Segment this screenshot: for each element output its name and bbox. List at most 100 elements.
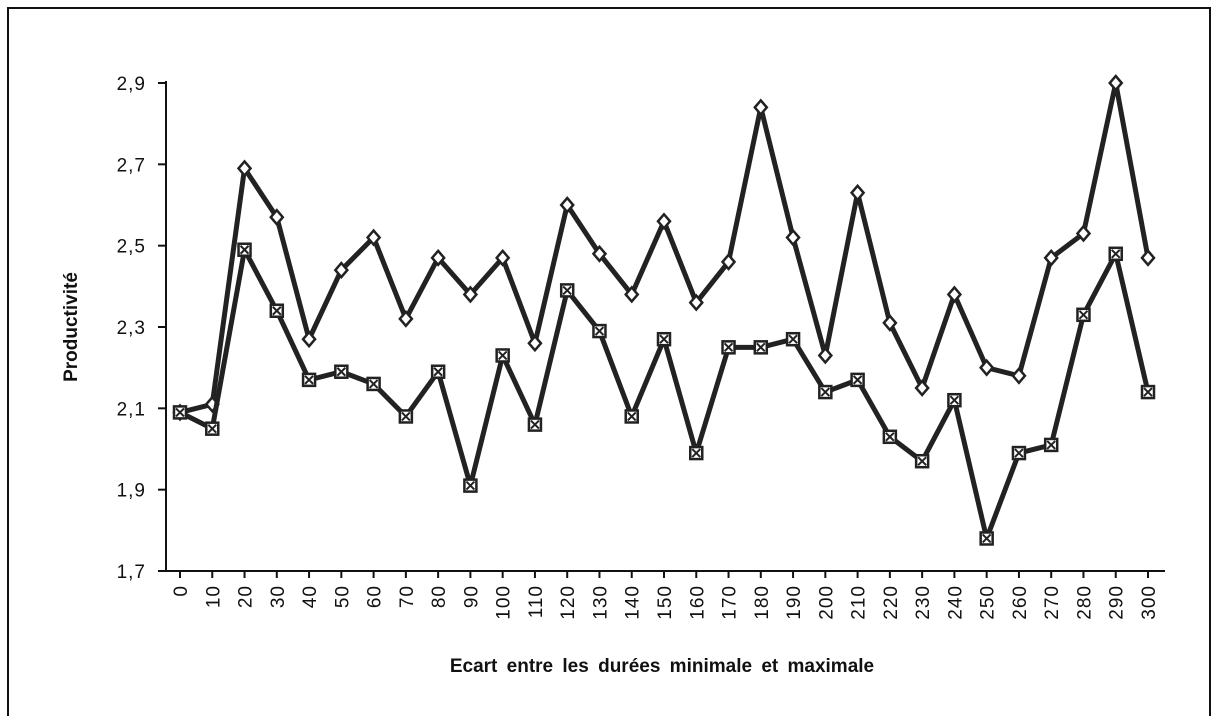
diamond-marker: [398, 309, 414, 328]
marker-cross: [1046, 440, 1056, 450]
x-tick-label: 280: [1074, 585, 1095, 620]
marker-cross: [1143, 387, 1153, 397]
marker-cross: [1111, 249, 1121, 259]
x-tick-label: 300: [1139, 585, 1160, 620]
x-axis-title: Ecart entre les durées minimale et maxim…: [450, 656, 874, 677]
marker-cross: [820, 387, 831, 397]
diamond-marker: [979, 358, 995, 377]
marker-cross: [917, 456, 927, 466]
x-tick-label: 40: [300, 585, 321, 608]
diamond-marker: [1011, 366, 1027, 385]
x-tick-label: 50: [332, 585, 353, 608]
x-tick-label: 250: [978, 585, 999, 620]
y-axis-title: Productivité: [61, 272, 82, 382]
x-tick-label: 30: [268, 585, 289, 608]
marker-cross: [272, 306, 282, 316]
marker-cross: [756, 342, 766, 353]
x-tick-label: 90: [461, 585, 482, 608]
x-tick-label: 230: [913, 585, 934, 620]
diamond-marker: [527, 334, 543, 353]
diamond-marker: [720, 253, 737, 271]
diamond-marker: [591, 244, 608, 263]
frame: [7, 7, 1211, 716]
series-line: [178, 247, 1151, 541]
marker-cross: [852, 375, 863, 385]
x-tick-label: 210: [849, 585, 870, 620]
x-tick-label: 10: [203, 585, 224, 608]
y-tick-label: 2,5: [117, 237, 146, 258]
diamond-marker: [1043, 248, 1059, 267]
x-tick-label: 150: [655, 585, 676, 620]
y-tick-label: 2,9: [117, 74, 146, 95]
x-tick-label: 170: [720, 585, 741, 620]
diamond-marker: [688, 293, 704, 312]
diamond-marker: [914, 379, 930, 397]
diamond-marker: [269, 208, 285, 227]
diamond-marker: [430, 248, 446, 267]
x-tick-label: 160: [687, 585, 708, 620]
diamond-marker: [365, 228, 382, 247]
x-tick-label: 200: [816, 585, 837, 620]
marker-cross: [433, 367, 443, 377]
x-tick-label: 120: [558, 585, 579, 620]
x-tick-label: 130: [590, 585, 611, 620]
diamond-marker: [753, 98, 769, 117]
marker-cross: [530, 419, 540, 430]
marker-cross: [207, 423, 217, 434]
diamond-marker: [1140, 248, 1156, 267]
diamond-marker: [559, 196, 575, 214]
diamond-marker: [301, 330, 317, 349]
y-tick-label: 2,7: [117, 155, 146, 176]
x-tick-label: 180: [752, 585, 773, 620]
x-tick-label: 80: [429, 585, 450, 608]
y-tick-label: 2,1: [117, 399, 146, 420]
marker-cross: [594, 326, 605, 336]
diamond-marker: [1108, 74, 1124, 92]
marker-cross: [562, 285, 572, 296]
diamond-marker: [1075, 224, 1092, 243]
marker-cross: [788, 334, 798, 344]
diamond-marker: [624, 285, 640, 304]
marker-cross: [336, 367, 347, 377]
marker-cross: [885, 432, 895, 442]
diamond-marker: [462, 285, 479, 304]
marker-cross: [368, 379, 379, 389]
x-tick-label: 0: [171, 585, 192, 597]
x-tick-label: 20: [236, 585, 257, 608]
marker-cross: [1014, 448, 1024, 458]
x-tick-label: 290: [1107, 585, 1128, 620]
y-tick-label: 1,7: [117, 562, 146, 583]
series-line: [179, 80, 1151, 415]
x-tick-label: 140: [623, 585, 644, 620]
diamond-marker: [946, 285, 963, 304]
marker-cross: [1078, 310, 1089, 320]
diamond-marker: [785, 228, 801, 247]
x-tick-label: 70: [397, 585, 418, 608]
x-tick-label: 220: [881, 585, 902, 620]
marker-cross: [304, 375, 314, 385]
diamond-marker: [656, 212, 672, 231]
marker-cross: [691, 448, 701, 458]
marker-cross: [723, 342, 734, 353]
x-tick-label: 190: [784, 585, 805, 620]
marker-cross: [239, 245, 250, 255]
x-tick-label: 260: [1010, 585, 1031, 620]
y-tick-label: 2,3: [117, 318, 146, 339]
x-tick-label: 60: [365, 585, 386, 608]
x-tick-label: 240: [945, 585, 966, 620]
diamond-marker: [495, 248, 511, 267]
x-tick-label: 100: [494, 585, 515, 620]
diamond-marker: [817, 346, 833, 365]
x-tick-label: 110: [526, 585, 547, 618]
diamond-marker: [333, 261, 349, 279]
diamond-marker: [882, 314, 898, 332]
marker-cross: [981, 533, 992, 544]
diamond-marker: [236, 159, 253, 178]
x-tick-label: 270: [1042, 585, 1063, 620]
marker-cross: [627, 411, 637, 422]
marker-cross: [497, 350, 508, 361]
marker-cross: [659, 334, 669, 344]
marker-cross: [465, 480, 476, 491]
